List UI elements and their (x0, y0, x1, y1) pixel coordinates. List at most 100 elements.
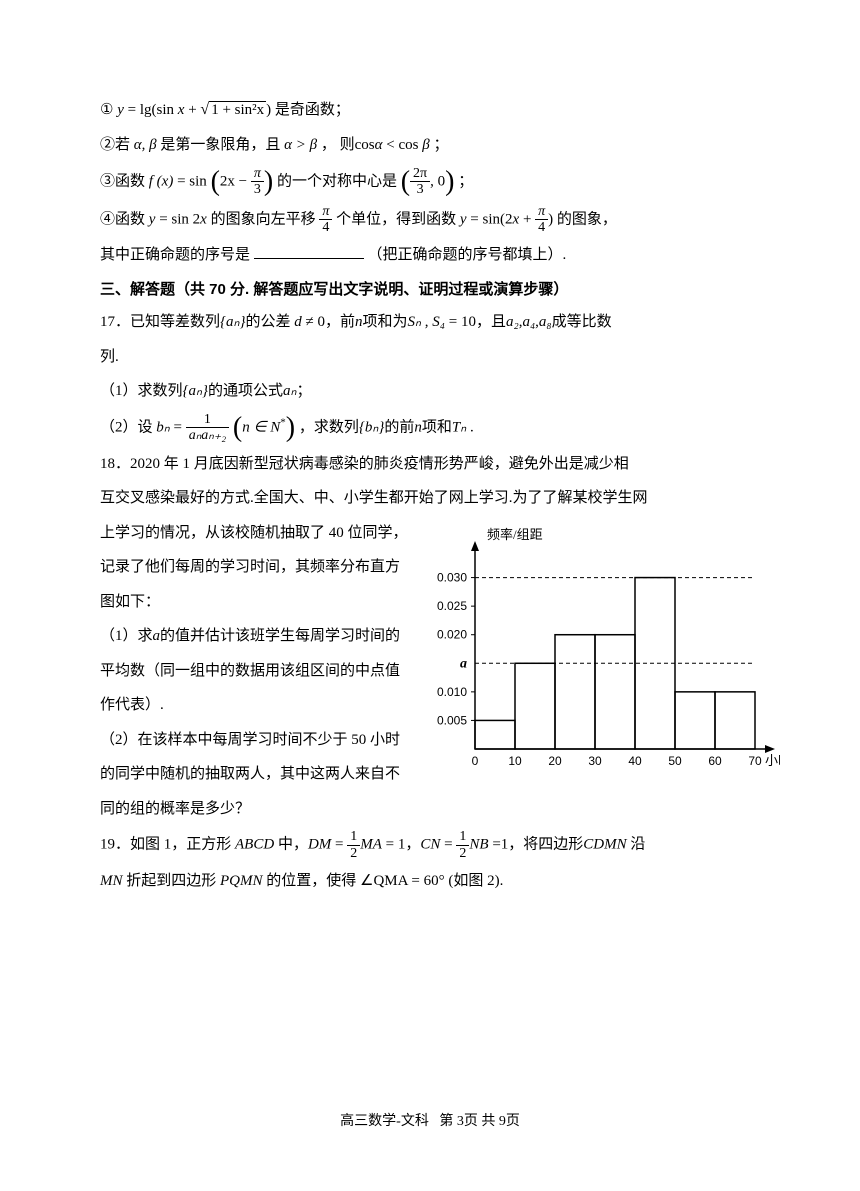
rparen-icon: ) (264, 166, 273, 197)
q17p2-frac: 1aₙaₙ₊₂ (186, 412, 229, 444)
q19-line1: 19．如图 1，正方形 ABCD 中，DM = 12MA = 1，CN = 12… (100, 829, 760, 861)
lparen3-icon: ( (233, 412, 242, 443)
svg-text:40: 40 (628, 754, 642, 768)
q19-eq2b: =1 (489, 837, 509, 853)
stmt3-fx: f (x) (149, 173, 174, 189)
stmt4-pi2: π (535, 204, 548, 220)
q17-a2: a₂ (506, 314, 519, 330)
stmt4-y2: y (460, 211, 467, 227)
stmt4-pi: π (319, 204, 332, 220)
q19-2b: 2 (456, 846, 469, 861)
answer-blank[interactable] (254, 244, 364, 259)
q19-2: 2 (347, 846, 360, 861)
q18-p1-l3: 作代表）. (100, 691, 440, 720)
statement-1: ① y = lg(sin x + 1 + sin²x) 是奇函数； (100, 95, 760, 125)
stmt4-4b: 4 (535, 220, 548, 235)
q17-mid4: ，且 (476, 314, 506, 330)
q17-mid3: 项和为 (363, 314, 408, 330)
stmt3-prefix: ③函数 (100, 173, 149, 189)
statement-2: ②若 α, β 是第一象限角，且 α > β ， 则cosα < cos β ； (100, 131, 760, 160)
q19-prefix: 19．如图 1，正方形 (100, 837, 235, 853)
q18p1-a: （1）求 (100, 628, 153, 644)
footer-page: 第 3页 共 9页 (439, 1114, 520, 1129)
q17-prefix: 17．已知等差数列 (100, 314, 220, 330)
q17p2-mid: ，求数列 (299, 419, 359, 435)
svg-text:a: a (460, 656, 467, 671)
q17-end: 成等比数 (552, 314, 612, 330)
stmt3-pi: π (251, 166, 264, 182)
q18-line3: 上学习的情况，从该校随机抽取了 40 位同学， (100, 519, 440, 548)
svg-text:30: 30 (588, 754, 602, 768)
q17-eq10: = 10 (445, 314, 476, 330)
stmt3-2x: 2x − (220, 173, 251, 189)
stmt3-frac1: π3 (251, 166, 264, 198)
q19-cn: CN (420, 837, 440, 853)
q19l2-mn: MN (100, 873, 123, 889)
stmt4-eq: = sin 2 (159, 211, 200, 227)
q19-cdmn: CDMN (583, 837, 626, 853)
svg-text:0.020: 0.020 (437, 627, 467, 641)
q19-half2: 1 (456, 829, 469, 845)
stmt4-mid2: 个单位，得到函数 (336, 211, 460, 227)
q17-sn: Sₙ (408, 314, 421, 330)
q17p2-tn: Tₙ (452, 419, 466, 435)
q17p1-anv: aₙ (283, 383, 296, 399)
q19-nb: NB (469, 837, 488, 853)
q17p2-bn: bₙ (156, 419, 169, 435)
q17p1-prefix: （1）求数列 (100, 383, 183, 399)
blank-prefix: 其中正确命题的序号是 (100, 247, 250, 263)
q18-wrap: 上学习的情况，从该校随机抽取了 40 位同学， 记录了他们每周的学习时间，其频率… (100, 519, 760, 824)
q19l2-end: (如图 2). (445, 873, 504, 889)
stmt2-prefix: ②若 (100, 137, 130, 153)
stmt4-eq2: = sin(2 (470, 211, 512, 227)
q17p2-bnset: {bₙ} (359, 419, 384, 435)
q17-n: n (355, 314, 363, 330)
q19-frac1: 12 (347, 829, 360, 861)
q18-p2-l1: （2）在该样本中每周学习时间不少于 50 小时 (100, 726, 440, 755)
q19l2-eq: = 60° (408, 873, 445, 889)
svg-text:0.010: 0.010 (437, 685, 467, 699)
svg-text:10: 10 (508, 754, 522, 768)
blank-suffix: （把正确命题的序号都填上）. (368, 247, 567, 263)
q17-a8: a₈ (539, 314, 552, 330)
q17p2-n: n (414, 419, 422, 435)
stmt4-y: y (149, 211, 156, 227)
q18p1-avar: a (153, 628, 161, 644)
q19-dm: DM (308, 837, 331, 853)
stmt2-agb: α > β (284, 137, 317, 153)
svg-text:0.030: 0.030 (437, 570, 467, 584)
svg-text:0.025: 0.025 (437, 599, 467, 613)
q17p2-eq: = (174, 419, 186, 435)
q17-line2: 列. (100, 343, 760, 372)
q19-eq1: = (331, 837, 347, 853)
stmt2-b: β (422, 137, 429, 153)
stmt3-2pi: 2π (410, 166, 430, 182)
q19-end1: 沿 (627, 837, 646, 853)
q17p1-mid: 的通项公式 (208, 383, 283, 399)
q17p2-nin: n ∈ N (242, 419, 280, 435)
q17p1-an: {aₙ} (183, 383, 208, 399)
q18-line5: 图如下： (100, 588, 440, 617)
q19l2-pqmn: PQMN (220, 873, 263, 889)
q17p2-mid2: 的前 (384, 419, 414, 435)
q17-a4: a₄ (522, 314, 535, 330)
q19-ma: MA (360, 837, 382, 853)
lparen2-icon: ( (401, 166, 410, 197)
stmt4-4: 4 (319, 220, 332, 235)
q19-half: 1 (347, 829, 360, 845)
svg-text:0.005: 0.005 (437, 713, 467, 727)
svg-text:频率/组距: 频率/组距 (487, 527, 543, 542)
stmt1-num: ① (100, 102, 113, 118)
section-3-title: 三、解答题（共 70 分. 解答题应写出文字说明、证明过程或演算步骤） (100, 276, 760, 305)
q18-p2-l2: 的同学中随机的抽取两人，其中这两人来自不 (100, 760, 440, 789)
q19-abcd: ABCD (235, 837, 274, 853)
q19-c1: ， (405, 837, 420, 853)
q17-mid1: 的公差 (246, 314, 295, 330)
svg-text:50: 50 (668, 754, 682, 768)
stmt2-ab: α, β (134, 137, 157, 153)
stmt2-lt: < cos (382, 137, 422, 153)
svg-text:20: 20 (548, 754, 562, 768)
q19-frac2: 12 (456, 829, 469, 861)
svg-text:小时: 小时 (765, 753, 780, 768)
q17-comma: , (421, 314, 432, 330)
